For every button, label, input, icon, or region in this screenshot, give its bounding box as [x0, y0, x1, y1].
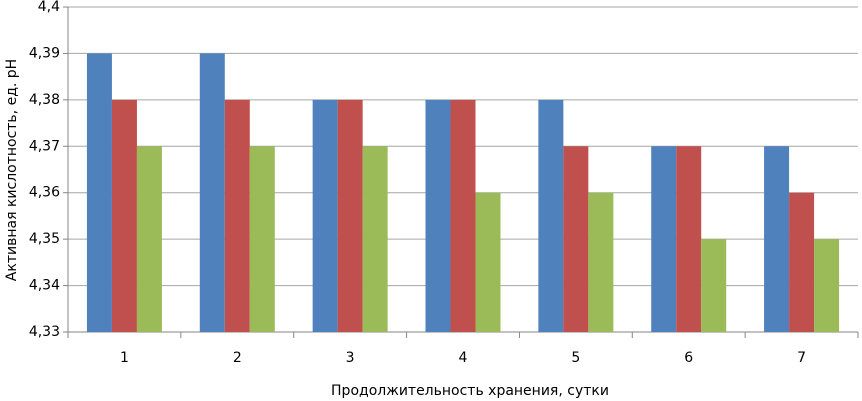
- bar: [538, 99, 564, 332]
- bar: [86, 53, 112, 333]
- y-tick-label: 4,37: [29, 138, 60, 154]
- x-tick-label: 4: [459, 350, 468, 366]
- bar: [362, 146, 388, 332]
- bar: [651, 146, 677, 332]
- bar: [701, 239, 727, 332]
- y-tick-label: 4,34: [29, 278, 60, 294]
- bar: [249, 146, 275, 332]
- bar: [475, 192, 501, 332]
- bar: [199, 53, 225, 333]
- x-tick-label: 2: [233, 350, 242, 366]
- y-axis-title: Активная кислотность, ед. pH: [4, 59, 20, 281]
- y-tick-label: 4,4: [38, 0, 60, 15]
- bar: [764, 146, 790, 332]
- bar: [136, 146, 162, 332]
- x-tick-label: 5: [571, 350, 580, 366]
- x-tick-label: 7: [797, 350, 806, 366]
- y-tick-label: 4,35: [29, 231, 60, 247]
- x-tick-label: 3: [346, 350, 355, 366]
- bar: [425, 99, 451, 332]
- bar: [563, 146, 589, 332]
- bar: [224, 99, 250, 332]
- y-tick-label: 4,33: [29, 324, 60, 340]
- y-tick-label: 4,36: [29, 185, 60, 201]
- bar: [312, 99, 338, 332]
- bar: [588, 192, 614, 332]
- bar: [450, 99, 476, 332]
- y-tick-label: 4,39: [29, 45, 60, 61]
- x-axis-title: Продолжительность хранения, сутки: [331, 383, 609, 399]
- x-tick-label: 1: [120, 350, 129, 366]
- bar: [676, 146, 702, 332]
- bar: [789, 192, 815, 332]
- bar: [814, 239, 840, 332]
- x-tick-label: 6: [684, 350, 693, 366]
- bar: [111, 99, 137, 332]
- bar: [337, 99, 363, 332]
- y-tick-label: 4,38: [29, 92, 60, 108]
